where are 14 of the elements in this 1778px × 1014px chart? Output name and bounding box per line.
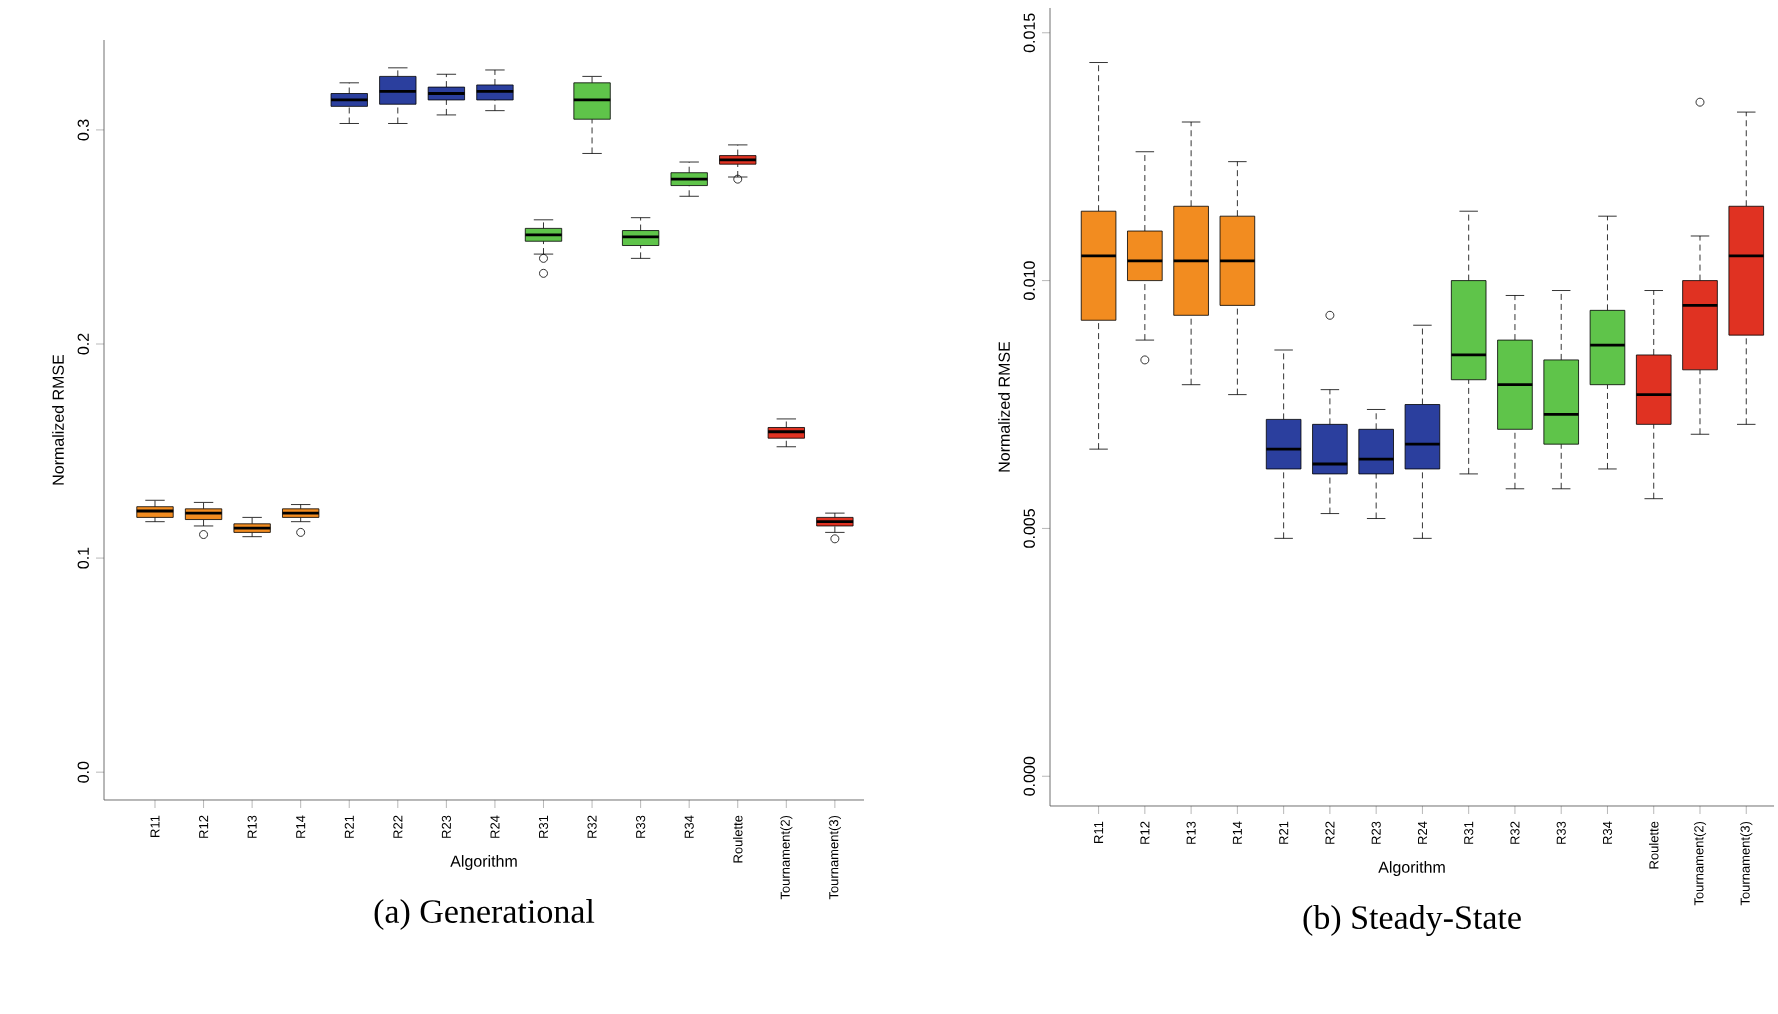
y-axis-title: Normalized RMSE (998, 341, 1010, 472)
y-tick-label: 0.005 (1023, 509, 1035, 548)
y-tick-label: 0.015 (1023, 13, 1035, 53)
text: (b) Steady-State (1303, 905, 1521, 936)
y-tick-label: 0.000 (1023, 756, 1035, 796)
y-tick-label: 0.3 (77, 119, 89, 141)
y-tick-label: 0.2 (77, 333, 89, 355)
x-axis-title: Algorithm (1378, 861, 1445, 876)
x-axis-title: Algorithm (450, 855, 517, 870)
y-tick-label: 0.010 (1023, 261, 1035, 300)
y-tick-label: 0.0 (77, 761, 89, 783)
y-tick-label: 0.1 (77, 547, 89, 569)
y-axis-title: Normalized RMSE (52, 354, 64, 485)
text: (a) Generational (374, 899, 595, 930)
